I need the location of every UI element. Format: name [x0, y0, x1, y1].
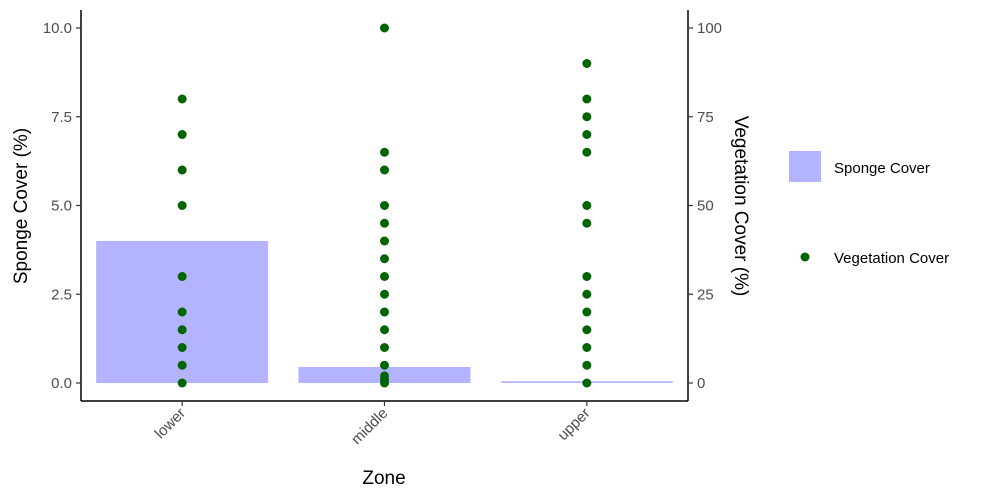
- legend-label-vegetation-cover: Vegetation Cover: [834, 250, 949, 267]
- point-upper-12: [582, 360, 592, 370]
- point-upper-7: [582, 272, 592, 281]
- point-upper-0: [582, 59, 592, 68]
- point-upper-6: [582, 218, 592, 228]
- x-tick-label-middle: middle: [348, 405, 391, 448]
- point-middle-2: [380, 165, 389, 175]
- point-upper-5: [582, 201, 592, 210]
- legend-label-sponge-cover: Sponge Cover: [834, 160, 930, 177]
- point-middle-15: [380, 378, 389, 388]
- legend: Sponge Cover Vegetation Cover: [789, 151, 949, 267]
- point-lower-6: [177, 325, 187, 335]
- point-lower-4: [177, 272, 187, 281]
- legend-key-sponge-cover: [789, 151, 821, 182]
- point-middle-9: [380, 307, 389, 317]
- point-upper-11: [582, 343, 592, 352]
- point-lower-5: [177, 307, 187, 317]
- right-axis-title: Vegetation Cover (%): [730, 116, 751, 297]
- point-middle-10: [380, 325, 389, 335]
- left-tick-label: 10.0: [43, 20, 72, 37]
- right-tick-label: 0: [697, 375, 705, 392]
- point-middle-11: [380, 343, 389, 352]
- point-lower-2: [177, 165, 187, 175]
- x-tick-label-upper: upper: [555, 405, 594, 444]
- point-middle-1: [380, 147, 389, 157]
- point-upper-4: [582, 147, 592, 157]
- x-axis-ticks: lower middle upper: [152, 401, 594, 448]
- point-middle-5: [380, 236, 389, 246]
- point-upper-9: [582, 307, 592, 317]
- right-axis-ticks: 0 25 50 75 100: [688, 20, 722, 392]
- right-tick-label: 75: [697, 109, 714, 126]
- point-middle-3: [380, 201, 389, 210]
- left-tick-label: 0.0: [51, 375, 72, 392]
- point-middle-8: [380, 289, 389, 299]
- point-upper-1: [582, 94, 592, 104]
- point-lower-3: [177, 201, 187, 210]
- left-tick-label: 7.5: [51, 109, 72, 126]
- left-axis-title: Sponge Cover (%): [11, 128, 32, 284]
- point-upper-8: [582, 289, 592, 299]
- x-tick-label-lower: lower: [152, 405, 189, 442]
- x-axis-title: Zone: [362, 468, 405, 489]
- right-tick-label: 100: [697, 20, 722, 37]
- point-middle-6: [380, 254, 389, 264]
- points-layer: [177, 23, 592, 388]
- point-lower-9: [177, 378, 187, 388]
- right-tick-label: 25: [697, 286, 714, 303]
- point-middle-12: [380, 360, 389, 370]
- point-upper-2: [582, 112, 592, 122]
- left-tick-label: 2.5: [51, 286, 72, 303]
- point-lower-7: [177, 343, 187, 352]
- point-upper-13: [582, 378, 592, 388]
- point-middle-7: [380, 272, 389, 281]
- legend-key-vegetation-cover: [800, 252, 810, 262]
- point-lower-1: [177, 130, 187, 139]
- point-lower-8: [177, 360, 187, 370]
- point-middle-4: [380, 218, 389, 228]
- point-middle-0: [380, 23, 389, 33]
- left-tick-label: 5.0: [51, 198, 72, 215]
- point-upper-3: [582, 130, 592, 139]
- right-tick-label: 50: [697, 198, 714, 215]
- point-lower-0: [177, 94, 187, 104]
- point-upper-10: [582, 325, 592, 335]
- left-axis-ticks: 0.0 2.5 5.0 7.5 10.0: [43, 20, 81, 392]
